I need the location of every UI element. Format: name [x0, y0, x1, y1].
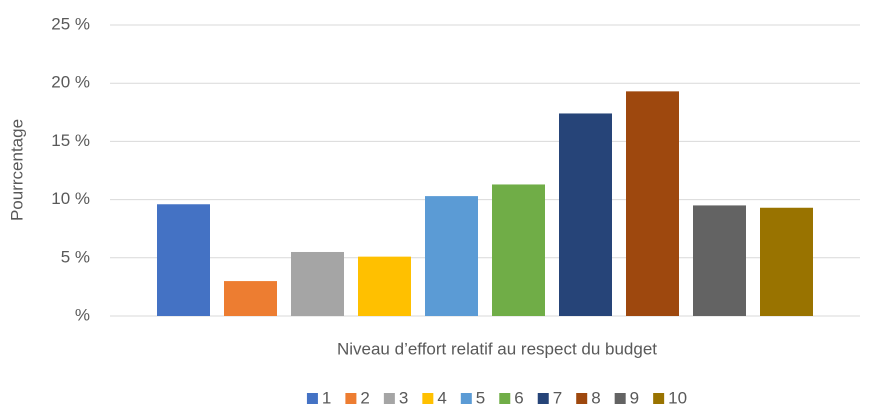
legend-swatch: [653, 393, 665, 404]
legend-swatch: [576, 393, 588, 404]
bar: [157, 204, 210, 316]
legend-label: 2: [360, 388, 369, 407]
y-axis-title: Pourrcentage: [7, 119, 26, 221]
legend-swatch: [345, 393, 357, 404]
bar: [626, 91, 679, 317]
legend-label: 8: [591, 388, 600, 407]
y-tick-label: 20 %: [51, 73, 90, 92]
bar: [291, 251, 344, 316]
y-tick-label: %: [75, 305, 90, 324]
legend-swatch: [306, 393, 318, 404]
bar: [425, 196, 478, 316]
legend-label: 5: [476, 388, 485, 407]
bar: [224, 281, 277, 316]
bar: [358, 256, 411, 316]
bar: [492, 184, 545, 316]
y-tick-label: 25 %: [51, 14, 90, 33]
x-axis-title: Niveau d’effort relatif au respect du bu…: [337, 339, 657, 358]
legend-label: 6: [514, 388, 523, 407]
legend-swatch: [460, 393, 472, 404]
legend-swatch: [499, 393, 511, 404]
y-tick-label: 5 %: [61, 247, 90, 266]
legend-swatch: [614, 393, 626, 404]
y-tick-label: 10 %: [51, 189, 90, 208]
y-tick-label: 15 %: [51, 131, 90, 150]
bar: [760, 207, 813, 316]
legend-label: 9: [630, 388, 639, 407]
legend-label: 10: [668, 388, 687, 407]
legend-label: 3: [399, 388, 408, 407]
legend-swatch: [537, 393, 549, 404]
legend-label: 1: [322, 388, 331, 407]
bar: [693, 205, 746, 316]
legend-label: 4: [437, 388, 446, 407]
legend-label: 7: [553, 388, 562, 407]
legend-swatch: [422, 393, 434, 404]
legend-swatch: [383, 393, 395, 404]
bar: [559, 113, 612, 317]
